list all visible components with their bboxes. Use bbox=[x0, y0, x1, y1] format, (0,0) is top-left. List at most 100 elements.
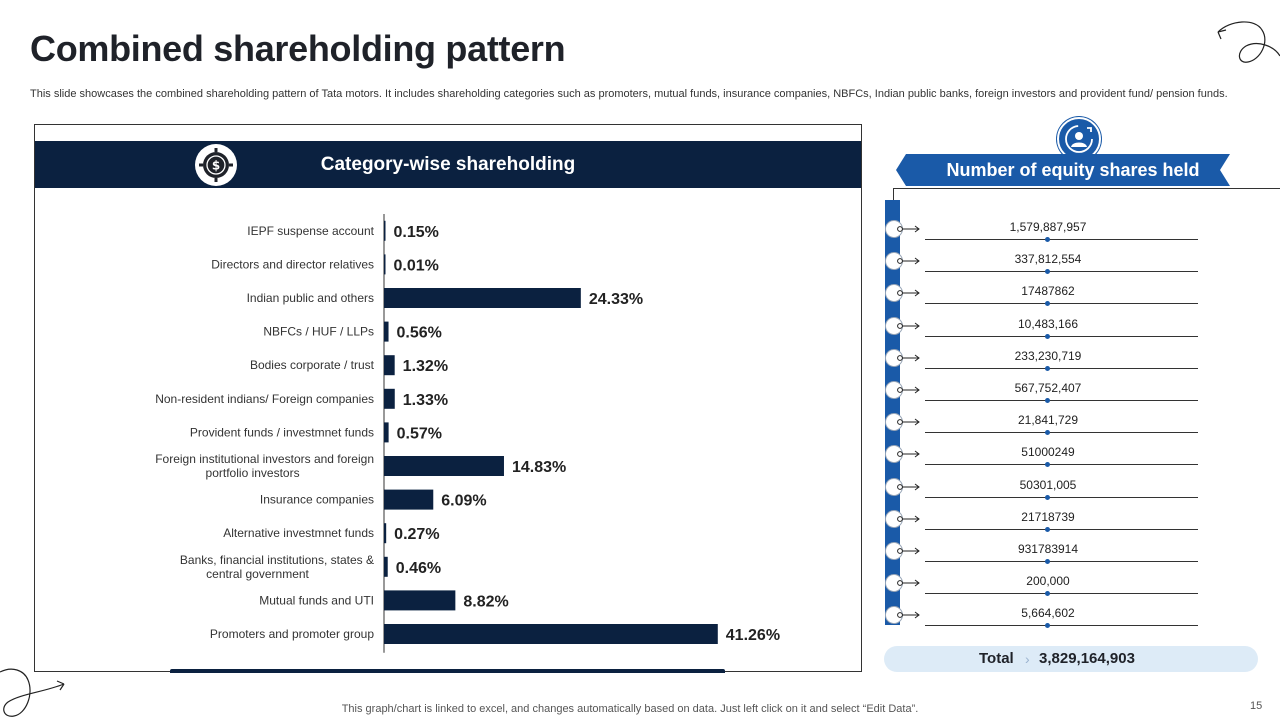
row-dot bbox=[1045, 559, 1050, 564]
bar-11 bbox=[384, 590, 456, 611]
arrow-right-icon bbox=[897, 386, 920, 394]
slide-subtitle: This slide showcases the combined shareh… bbox=[30, 88, 1228, 100]
data-label-0: 0.15% bbox=[394, 224, 439, 241]
chart-header: Category-wise shareholding $ bbox=[35, 141, 861, 188]
data-label-4: 1.32% bbox=[403, 358, 448, 375]
row-divider bbox=[925, 367, 1198, 369]
arrow-right-icon bbox=[897, 322, 920, 329]
data-label-1: 0.01% bbox=[394, 257, 439, 274]
chart-title: Category-wise shareholding bbox=[320, 154, 576, 175]
equity-ribbon bbox=[896, 154, 1230, 186]
row-divider bbox=[925, 400, 1198, 401]
row-divider bbox=[925, 464, 1198, 466]
arrow-right-icon bbox=[897, 611, 920, 619]
svg-text:$: $ bbox=[212, 159, 220, 173]
equity-value: 1,579,887,957 bbox=[1009, 220, 1087, 234]
arrow-right-icon bbox=[897, 515, 920, 523]
bar-9 bbox=[384, 523, 387, 544]
total-pill: Total › 3,829,164,903 bbox=[884, 646, 1258, 672]
category-label-5: Non-resident indians/ Foreign companies bbox=[155, 392, 374, 406]
category-label-10: Banks, financial institutions, states & c… bbox=[180, 553, 374, 581]
chevron-right-icon: › bbox=[1025, 651, 1030, 667]
dollar-coin-icon: $ bbox=[195, 144, 237, 186]
row-dot bbox=[1045, 269, 1050, 275]
row-dot bbox=[1045, 430, 1050, 436]
equity-row: 10,483,166 bbox=[885, 310, 1205, 342]
bar-3 bbox=[384, 321, 389, 342]
arrow-right-icon bbox=[897, 579, 920, 587]
row-divider bbox=[925, 625, 1198, 627]
arrow-right-icon bbox=[897, 289, 920, 297]
row-divider bbox=[925, 335, 1198, 337]
bar-1 bbox=[384, 254, 386, 275]
row-dot bbox=[1045, 301, 1050, 307]
equity-row: 51000249 bbox=[885, 438, 1205, 470]
equity-row: 21718739 bbox=[885, 503, 1205, 535]
category-label-9: Alternative investmnet funds bbox=[223, 526, 374, 540]
equity-row: 17487862 bbox=[885, 277, 1205, 309]
category-label-12: Promoters and promoter group bbox=[210, 627, 374, 641]
bar-10 bbox=[384, 556, 388, 577]
bar-0 bbox=[384, 220, 386, 241]
equity-row: 931783914 bbox=[885, 535, 1205, 567]
total-value: 3,829,164,903 bbox=[1039, 650, 1135, 667]
equity-row: 50301,005 bbox=[885, 471, 1205, 503]
data-label-8: 6.09% bbox=[441, 493, 486, 510]
bar-12 bbox=[384, 624, 718, 644]
data-label-3: 0.56% bbox=[397, 325, 442, 342]
data-label-2: 24.33% bbox=[589, 291, 643, 308]
decorative-swirl-bottom bbox=[0, 668, 65, 717]
footnote: This graph/chart is linked to excel, and… bbox=[341, 703, 919, 715]
decorative-swirl-top bbox=[1217, 21, 1280, 63]
equity-title: Number of equity shares held bbox=[946, 160, 1200, 180]
arrow-right-icon bbox=[897, 547, 920, 555]
data-label-6: 0.57% bbox=[397, 425, 442, 442]
row-dot bbox=[1045, 494, 1050, 500]
equity-value: 337,812,554 bbox=[1014, 252, 1082, 267]
row-dot bbox=[1045, 333, 1050, 339]
bar-6 bbox=[384, 422, 389, 443]
bar-4 bbox=[384, 355, 395, 376]
equity-value: 931783914 bbox=[1017, 542, 1079, 556]
row-dot bbox=[1045, 623, 1050, 629]
row-dot bbox=[1045, 398, 1050, 403]
category-label-1: Directors and director relatives bbox=[211, 257, 374, 271]
row-divider bbox=[925, 496, 1198, 498]
category-label-2: Indian public and others bbox=[247, 291, 374, 305]
equity-value: 21718739 bbox=[1021, 509, 1075, 524]
page-number: 15 bbox=[1250, 700, 1263, 712]
bar-2 bbox=[384, 288, 581, 308]
chart-footer-accent bbox=[170, 669, 725, 673]
category-label-8: Insurance companies bbox=[260, 493, 374, 507]
row-dot bbox=[1045, 365, 1050, 371]
category-label-0: IEPF suspense account bbox=[247, 224, 374, 238]
equity-row: 1,579,887,957 bbox=[885, 213, 1205, 245]
row-dot bbox=[1045, 462, 1050, 468]
arrow-right-icon bbox=[897, 450, 920, 458]
equity-value: 10,483,166 bbox=[1017, 316, 1079, 331]
equity-value: 50301,005 bbox=[1019, 477, 1077, 492]
equity-row: 337,812,554 bbox=[885, 245, 1205, 277]
arrow-right-icon bbox=[897, 225, 920, 233]
data-label-9: 0.27% bbox=[394, 526, 439, 543]
row-divider bbox=[925, 593, 1198, 595]
arrow-right-icon bbox=[897, 483, 920, 490]
row-dot bbox=[1045, 526, 1050, 532]
equity-value: 233,230,719 bbox=[1014, 348, 1082, 363]
bar-8 bbox=[384, 489, 434, 510]
row-divider bbox=[925, 303, 1198, 305]
bar-5 bbox=[384, 388, 395, 409]
row-divider bbox=[925, 271, 1198, 273]
equity-row: 567,752,407 bbox=[885, 374, 1205, 406]
arrow-right-icon bbox=[897, 354, 920, 362]
equity-value: 51000249 bbox=[1021, 445, 1075, 460]
category-label-3: NBFCs / HUF / LLPs bbox=[263, 325, 374, 339]
data-label-5: 1.33% bbox=[403, 392, 448, 409]
row-divider bbox=[925, 528, 1198, 530]
data-label-11: 8.82% bbox=[463, 593, 508, 610]
category-label-4: Bodies corporate / trust bbox=[250, 358, 375, 372]
equity-value: 17487862 bbox=[1021, 284, 1075, 299]
data-label-12: 41.26% bbox=[726, 627, 780, 644]
row-divider bbox=[925, 239, 1198, 240]
equity-row: 21,841,729 bbox=[885, 406, 1205, 438]
